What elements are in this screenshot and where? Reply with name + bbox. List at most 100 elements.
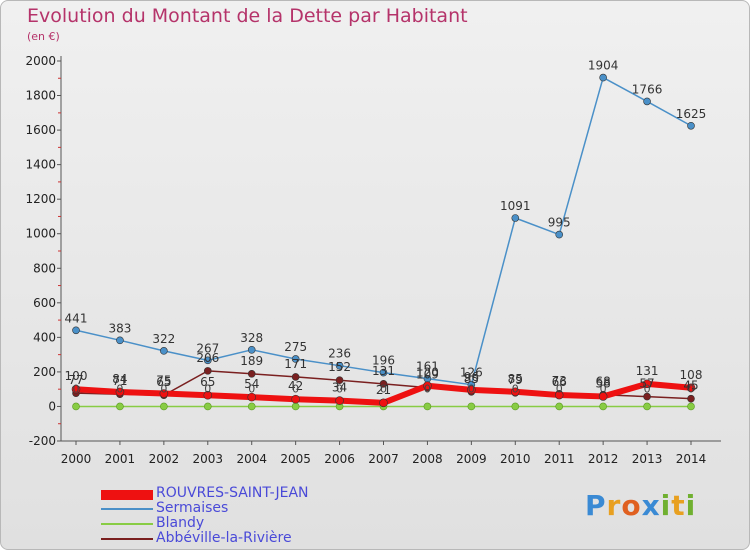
data-point bbox=[511, 402, 520, 411]
data-label: 196 bbox=[372, 354, 395, 368]
data-point bbox=[379, 368, 388, 377]
data-point bbox=[115, 387, 125, 397]
data-label: 0 bbox=[248, 382, 255, 395]
data-point bbox=[379, 398, 388, 408]
x-tick-label: 2014 bbox=[676, 452, 707, 466]
data-point bbox=[203, 367, 212, 375]
data-label: 66 bbox=[552, 375, 567, 389]
x-tick-label: 2008 bbox=[412, 452, 443, 466]
data-point bbox=[203, 402, 212, 411]
data-label: 1904 bbox=[588, 59, 619, 73]
data-point bbox=[291, 402, 300, 411]
data-label: 0 bbox=[336, 382, 343, 395]
data-label: 0 bbox=[73, 382, 80, 395]
data-point bbox=[467, 385, 476, 395]
data-point bbox=[247, 402, 256, 411]
data-point bbox=[247, 345, 256, 354]
x-tick-label: 2010 bbox=[500, 452, 531, 466]
data-label: 441 bbox=[65, 311, 88, 325]
data-point bbox=[72, 326, 80, 335]
data-label: 0 bbox=[380, 382, 387, 395]
logo-letter: x bbox=[641, 489, 661, 522]
x-tick-label: 2013 bbox=[632, 452, 663, 466]
x-tick-label: 2012 bbox=[588, 452, 619, 466]
data-label: 131 bbox=[372, 364, 395, 378]
data-point bbox=[643, 402, 651, 411]
data-label: 85 bbox=[508, 372, 523, 386]
data-label: 322 bbox=[152, 332, 175, 346]
data-label: 171 bbox=[284, 357, 307, 371]
data-point bbox=[510, 387, 520, 397]
data-label: 65 bbox=[156, 375, 171, 389]
data-label: 131 bbox=[636, 364, 659, 378]
data-point bbox=[554, 390, 564, 400]
data-label: 108 bbox=[680, 368, 703, 382]
logo-letter: P bbox=[585, 489, 607, 522]
data-point bbox=[467, 402, 476, 411]
data-point bbox=[160, 347, 168, 355]
data-point bbox=[687, 121, 695, 130]
data-point bbox=[335, 376, 344, 385]
data-label: 120 bbox=[416, 366, 439, 380]
data-label: 100 bbox=[65, 369, 88, 383]
data-label: 45 bbox=[683, 379, 698, 393]
y-tick-label: 2000 bbox=[25, 54, 56, 68]
y-tick-label: 1600 bbox=[25, 123, 56, 137]
data-label: 0 bbox=[160, 382, 167, 395]
y-tick-label: 800 bbox=[33, 261, 56, 275]
data-label: 58 bbox=[596, 376, 611, 390]
y-tick-label: 400 bbox=[33, 330, 56, 344]
y-tick-label: -200 bbox=[29, 434, 56, 448]
data-label: 71 bbox=[112, 374, 127, 388]
data-point bbox=[247, 370, 256, 378]
data-point bbox=[423, 402, 432, 411]
legend-swatch bbox=[101, 490, 153, 500]
data-point bbox=[423, 381, 432, 391]
y-tick-label: 1800 bbox=[25, 89, 56, 103]
data-label: 1766 bbox=[632, 82, 663, 96]
data-point bbox=[335, 396, 344, 405]
data-label: 34 bbox=[332, 381, 347, 395]
data-label: 0 bbox=[644, 382, 651, 395]
x-tick-label: 2001 bbox=[105, 452, 136, 466]
x-tick-label: 2002 bbox=[149, 452, 180, 466]
data-point bbox=[291, 373, 300, 381]
y-tick-label: 600 bbox=[33, 296, 56, 310]
data-point bbox=[643, 392, 651, 401]
data-label: 68 bbox=[596, 375, 611, 389]
y-tick-label: 0 bbox=[48, 399, 56, 413]
data-label: 79 bbox=[508, 373, 523, 387]
logo-letter: t bbox=[671, 489, 686, 522]
data-point bbox=[160, 402, 168, 411]
data-point bbox=[642, 379, 652, 389]
x-tick-label: 2006 bbox=[324, 452, 355, 466]
logo-letter: r bbox=[606, 489, 622, 522]
data-point bbox=[687, 402, 695, 411]
data-point bbox=[598, 392, 608, 401]
data-label: 54 bbox=[244, 377, 259, 391]
data-point bbox=[599, 402, 607, 411]
x-tick-label: 2005 bbox=[280, 452, 311, 466]
y-tick-label: 1200 bbox=[25, 192, 56, 206]
data-point bbox=[379, 380, 388, 388]
data-label: 65 bbox=[200, 375, 215, 389]
data-point bbox=[687, 394, 695, 403]
data-point bbox=[291, 355, 300, 363]
data-label: 0 bbox=[556, 382, 563, 395]
data-point bbox=[203, 356, 212, 365]
data-label: 0 bbox=[116, 382, 123, 395]
legend-swatch bbox=[101, 508, 153, 510]
x-tick-label: 2000 bbox=[61, 452, 92, 466]
x-tick-label: 2007 bbox=[368, 452, 399, 466]
data-label: 995 bbox=[548, 216, 571, 230]
data-label: 0 bbox=[204, 382, 211, 395]
x-tick-label: 2009 bbox=[456, 452, 487, 466]
data-point bbox=[686, 383, 696, 393]
data-point bbox=[335, 361, 344, 370]
legend-swatch bbox=[101, 523, 153, 525]
data-label: 206 bbox=[196, 351, 219, 365]
legend-label: ROUVRES-SAINT-JEAN bbox=[156, 485, 309, 501]
data-label: 84 bbox=[112, 372, 127, 386]
data-label: 267 bbox=[196, 341, 219, 355]
data-label: 75 bbox=[156, 374, 171, 388]
